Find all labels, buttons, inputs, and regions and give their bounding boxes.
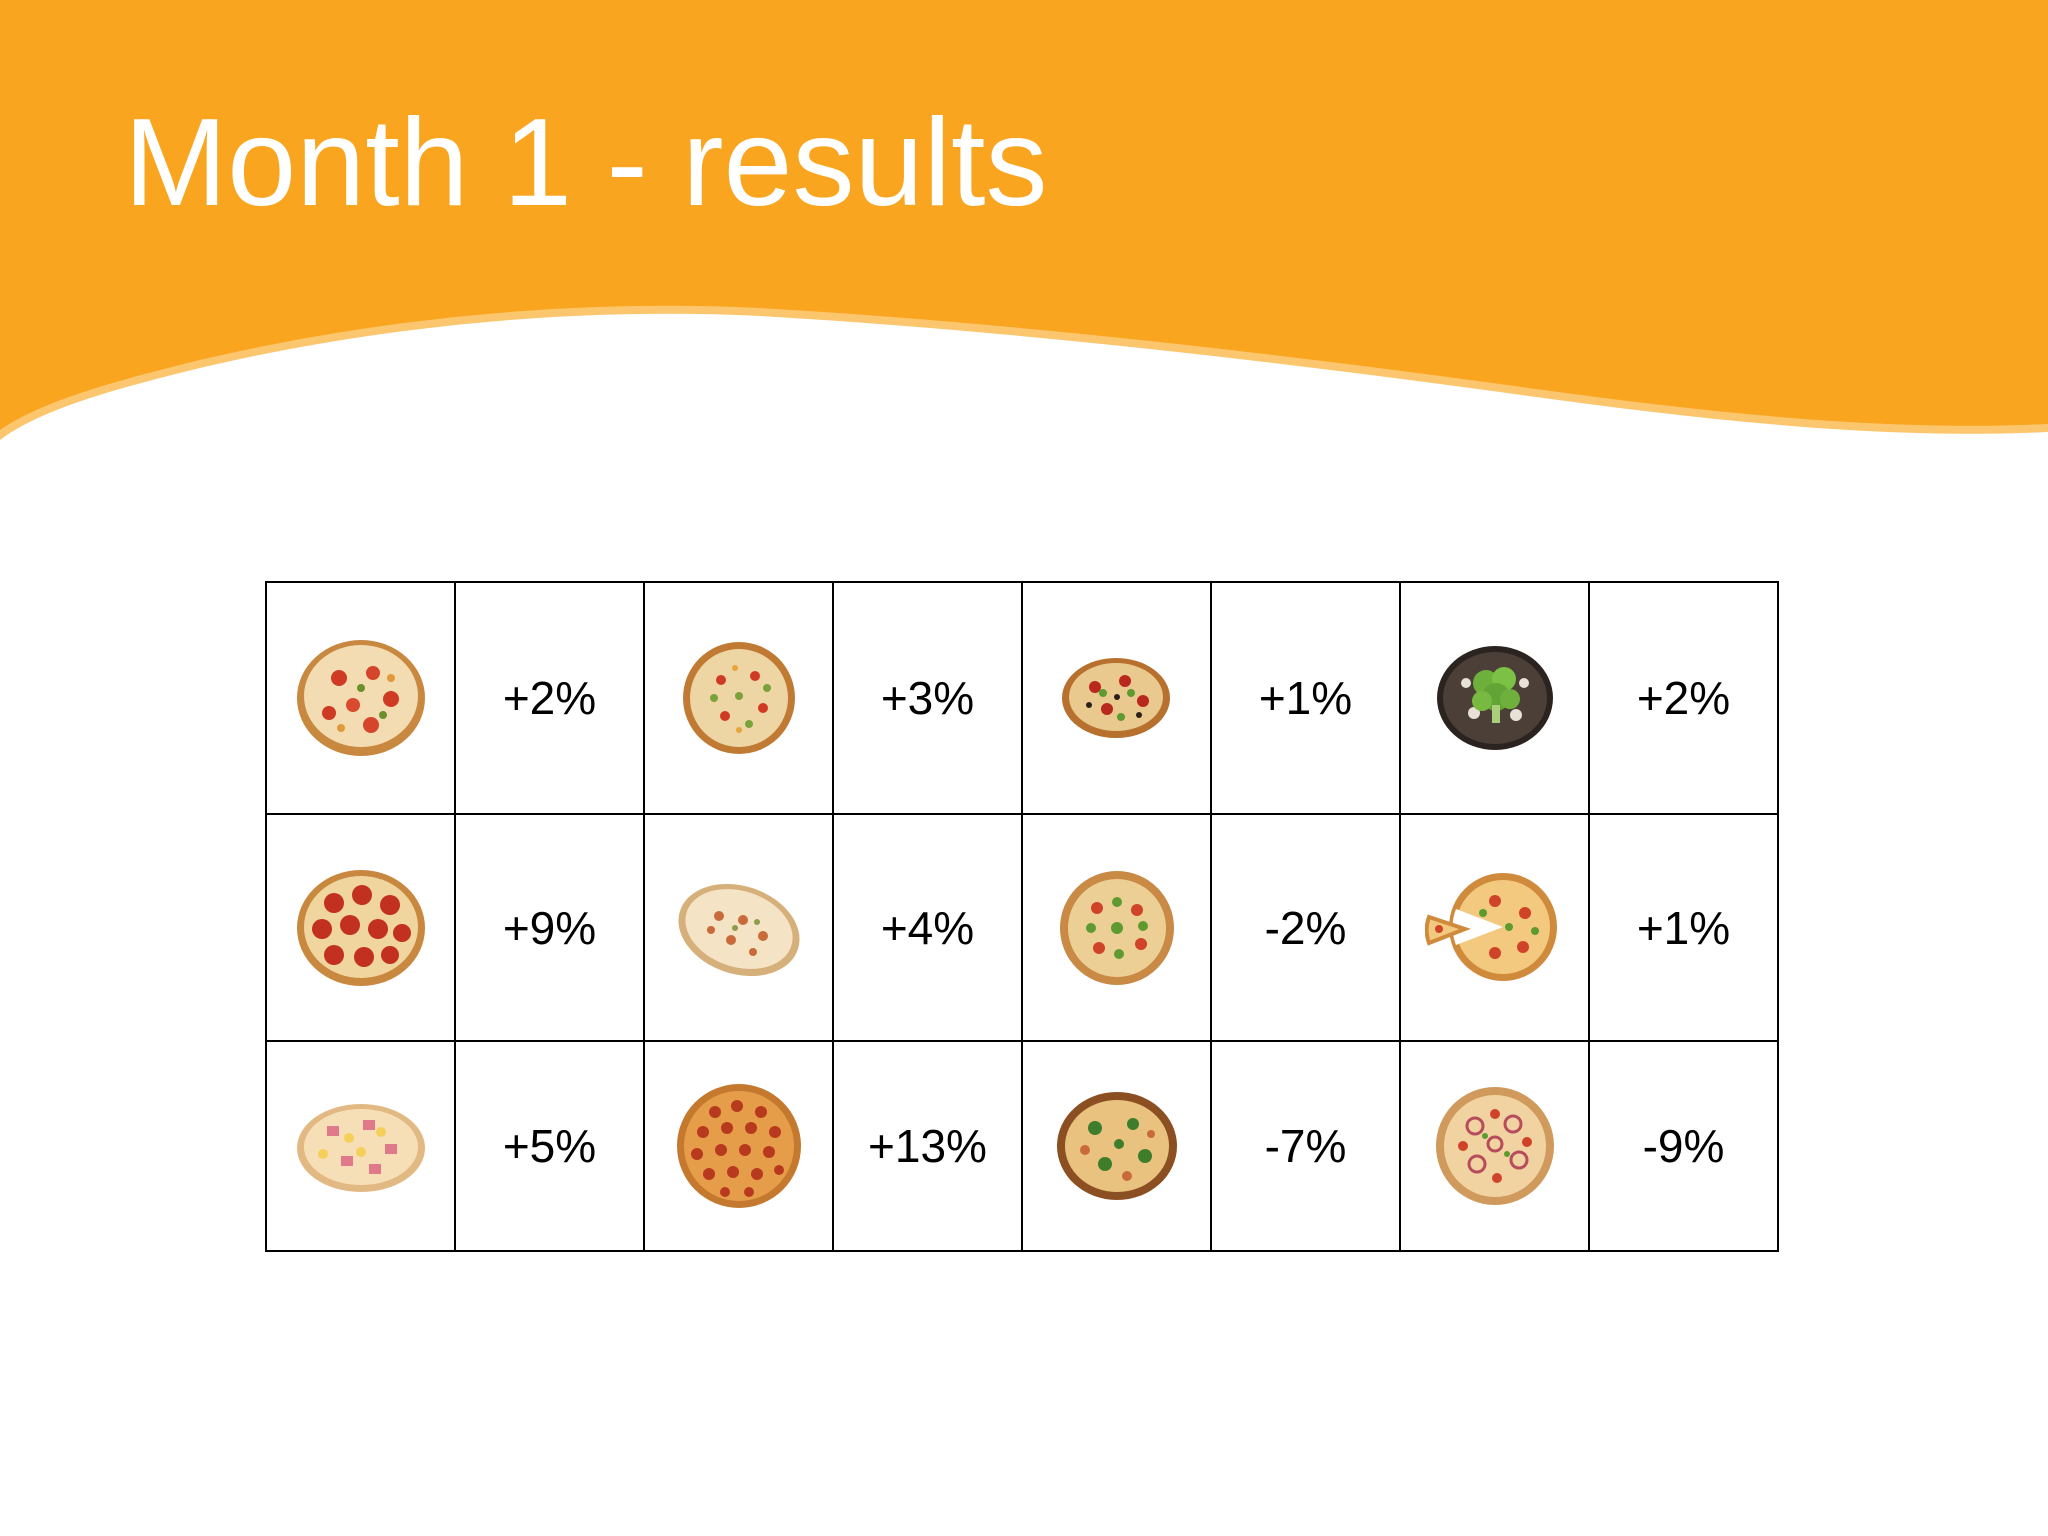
change-value: -9% [1642, 1120, 1725, 1172]
pizza-cell [1399, 813, 1590, 1042]
pizza-cell [643, 581, 834, 815]
onion-pizza-icon [1435, 1087, 1554, 1205]
change-cell: +1% [1588, 813, 1779, 1042]
table-row: +2% +3% [265, 581, 1779, 815]
pizza-cell [1021, 581, 1212, 815]
spinach-pizza-icon [1056, 1092, 1177, 1200]
change-value: +3% [880, 672, 975, 724]
pizza-cell [643, 1040, 834, 1252]
change-value: +2% [502, 672, 597, 724]
table-row: +5% +13% [265, 1040, 1779, 1252]
supreme-pizza-icon [1062, 658, 1170, 738]
change-value: +5% [502, 1120, 597, 1172]
header-banner [0, 0, 2048, 440]
broccoli-pizza-icon [1436, 646, 1553, 750]
change-value: +9% [502, 901, 597, 954]
change-value: -7% [1264, 1120, 1347, 1172]
change-cell: +13% [832, 1040, 1023, 1252]
pizza-cell [1021, 813, 1212, 1042]
mini-pepperoni-pizza-icon [676, 1084, 801, 1208]
chicken-pizza-icon [677, 883, 800, 976]
change-cell: +2% [454, 581, 645, 815]
change-cell: +1% [1210, 581, 1401, 815]
results-table: +2% +3% [265, 581, 1779, 1252]
pizza-cell [265, 813, 456, 1042]
veggie-pizza-icon [682, 642, 795, 754]
pizza-cell [1021, 1040, 1212, 1252]
hawaiian-pizza-icon [296, 1104, 425, 1192]
change-cell: +2% [1588, 581, 1779, 815]
change-cell: +9% [454, 813, 645, 1042]
mixed-topping-pizza-icon [296, 640, 425, 756]
change-value: +1% [1636, 901, 1731, 954]
pizza-cell [1399, 1040, 1590, 1252]
pizza-cell [265, 581, 456, 815]
change-value: +2% [1636, 672, 1731, 724]
sliced-pizza-icon [1424, 872, 1557, 981]
change-cell: -2% [1210, 813, 1401, 1042]
change-value: +1% [1258, 672, 1353, 724]
change-cell: -9% [1588, 1040, 1779, 1252]
change-cell: +3% [832, 581, 1023, 815]
table-row: +9% +4% [265, 813, 1779, 1042]
change-value: +13% [868, 1120, 987, 1172]
slide-title: Month 1 - results [124, 94, 1048, 232]
pizza-cell [643, 813, 834, 1042]
pepperoni-pizza-icon [296, 869, 425, 986]
pizza-cell [265, 1040, 456, 1252]
change-cell: -7% [1210, 1040, 1401, 1252]
change-cell: +5% [454, 1040, 645, 1252]
pizza-cell [1399, 581, 1590, 815]
change-value: -2% [1264, 901, 1347, 954]
change-value: +4% [880, 901, 975, 954]
change-cell: +4% [832, 813, 1023, 1042]
vegetable-pizza-icon [1059, 870, 1174, 985]
